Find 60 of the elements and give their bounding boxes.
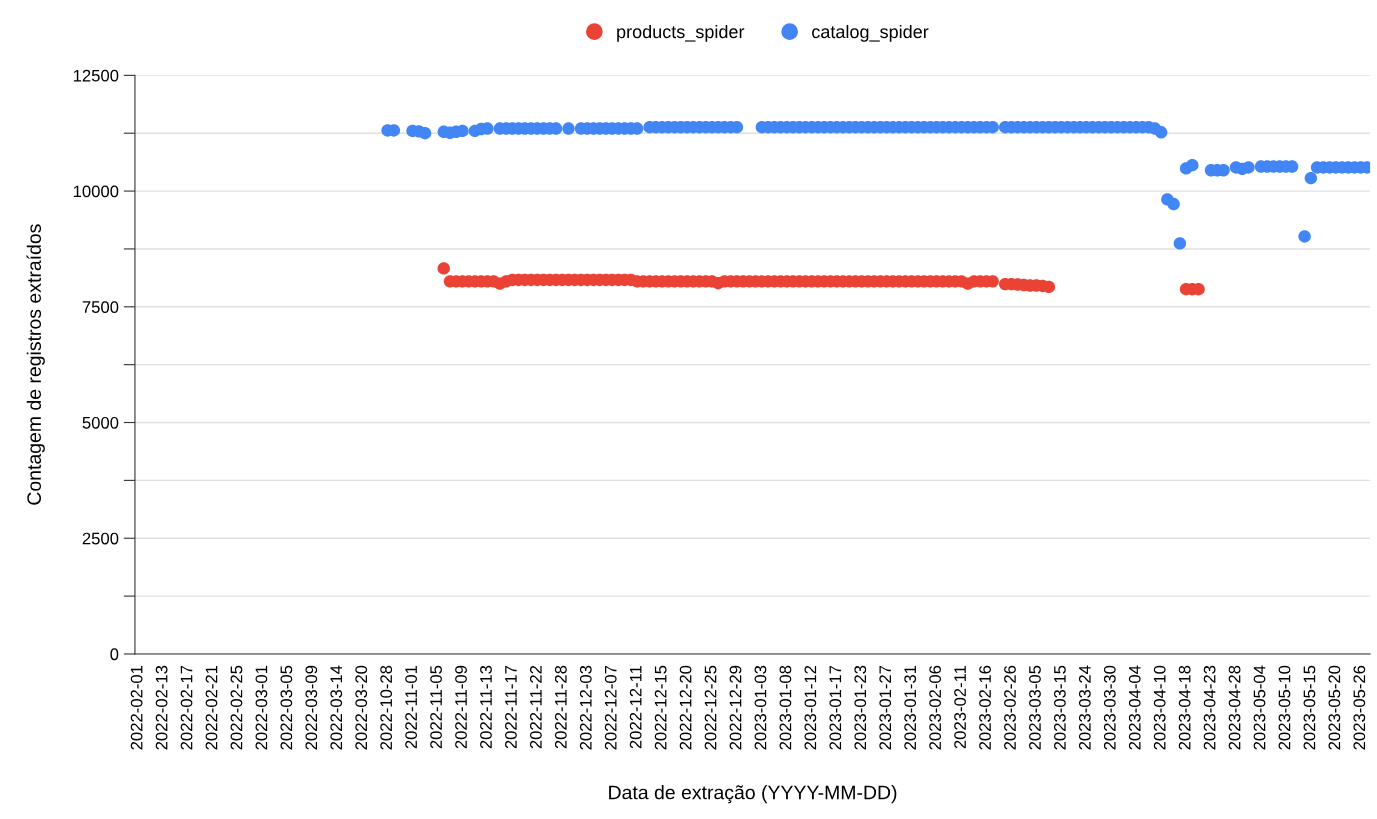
x-tick-label: 2022-11-28 [554, 665, 567, 749]
x-tick-label: 2022-11-17 [505, 665, 517, 749]
x-tick-label: 2022-12-25 [704, 665, 717, 750]
x-tick-label: 2022-11-09 [455, 665, 467, 749]
y-tick-label: 10000 [73, 185, 119, 198]
y-tick-label: 0 [110, 648, 119, 661]
x-tick-label: 2023-03-15 [1053, 665, 1066, 750]
x-tick-label: 2023-01-08 [779, 665, 792, 750]
x-axis-title: Data de extração (YYYY-MM-DD) [609, 785, 897, 804]
x-tick-label: 2023-02-26 [1004, 665, 1016, 750]
y-tick-label: 7500 [82, 301, 119, 313]
x-tick-label: 2022-12-29 [729, 665, 742, 750]
x-tick-label: 2022-02-25 [230, 665, 243, 750]
x-tick-label: 2022-02-13 [155, 665, 168, 750]
x-tick-label: 2023-04-04 [1128, 665, 1141, 750]
x-tick-label: 2022-02-01 [130, 665, 143, 750]
x-tick-label: 2022-03-20 [355, 665, 368, 750]
x-tick-label: 2022-02-17 [180, 665, 193, 750]
x-tick-label: 2022-03-09 [305, 665, 318, 750]
x-tick-label: 2022-12-11 [629, 665, 642, 749]
x-tick-label: 2022-12-07 [604, 665, 617, 750]
x-tick-label: 2023-05-20 [1328, 665, 1341, 750]
x-tick-label: 2023-05-15 [1303, 665, 1316, 750]
y-tick-label: 2500 [82, 532, 119, 545]
x-tick-label: 2022-10-28 [380, 665, 393, 750]
x-tick-label: 2022-11-01 [405, 665, 418, 749]
x-tick-label: 2022-03-14 [330, 665, 343, 750]
x-tick-label: 2023-03-24 [1078, 665, 1091, 750]
y-axis-title: Contagem de registros extraídos [26, 224, 45, 505]
x-tick-label: 2023-02-11 [954, 665, 966, 749]
x-tick-label: 2022-11-13 [480, 665, 492, 749]
x-tick-label: 2023-01-12 [804, 665, 817, 750]
x-tick-label: 2023-01-23 [854, 665, 867, 750]
x-tick-label: 2022-12-15 [654, 665, 667, 750]
x-tick-label: 2022-11-22 [529, 665, 542, 749]
x-tick-label: 2023-05-26 [1353, 665, 1366, 750]
x-tick-label: 2022-03-01 [255, 665, 268, 750]
x-tick-label: 2023-02-16 [979, 665, 991, 750]
legend-label: products_spider [617, 24, 745, 42]
x-tick-label: 2022-11-05 [430, 665, 442, 749]
x-tick-label: 2023-04-23 [1203, 665, 1216, 750]
x-tick-label: 2023-04-10 [1153, 665, 1166, 750]
legend-label: catalog_spider [812, 24, 929, 42]
x-tick-label: 2022-03-05 [280, 665, 293, 750]
x-tick-label: 2023-05-04 [1253, 665, 1266, 750]
x-tick-label: 2023-02-06 [929, 665, 942, 750]
x-tick-label: 2023-05-10 [1278, 665, 1291, 750]
x-tick-label: 2023-01-03 [754, 665, 767, 750]
x-tick-label: 2023-03-30 [1103, 665, 1116, 750]
y-tick-label: 12500 [73, 69, 119, 82]
x-tick-label: 2023-04-18 [1178, 665, 1191, 750]
y-tick-label: 5000 [82, 416, 119, 429]
x-tick-label: 2023-01-31 [904, 665, 917, 750]
x-tick-label: 2022-12-03 [579, 665, 592, 750]
x-tick-label: 2023-04-28 [1228, 665, 1241, 750]
x-tick-label: 2023-01-27 [879, 665, 892, 750]
x-tick-label: 2023-03-05 [1029, 665, 1041, 750]
x-tick-label: 2023-01-17 [829, 665, 842, 750]
x-tick-label: 2022-02-21 [205, 665, 218, 750]
x-tick-label: 2022-12-20 [679, 665, 692, 750]
